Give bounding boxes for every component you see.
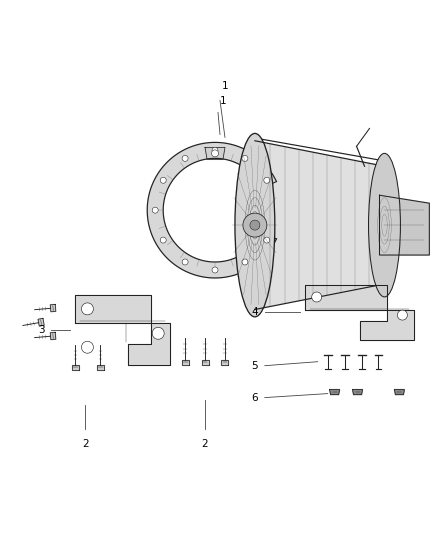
Polygon shape xyxy=(379,195,429,255)
Circle shape xyxy=(212,148,218,154)
Text: 5: 5 xyxy=(251,361,258,370)
Polygon shape xyxy=(97,365,104,370)
Circle shape xyxy=(160,237,166,243)
Circle shape xyxy=(212,150,219,157)
Polygon shape xyxy=(201,360,208,365)
Polygon shape xyxy=(222,360,229,365)
Polygon shape xyxy=(182,360,189,365)
Ellipse shape xyxy=(368,154,400,297)
Text: 1: 1 xyxy=(222,80,229,91)
Text: 2: 2 xyxy=(82,439,89,449)
Circle shape xyxy=(152,327,164,340)
Polygon shape xyxy=(395,390,404,394)
Polygon shape xyxy=(255,141,385,310)
Polygon shape xyxy=(147,142,276,278)
Text: 3: 3 xyxy=(38,325,45,335)
Polygon shape xyxy=(38,318,44,326)
Polygon shape xyxy=(305,285,414,340)
Circle shape xyxy=(264,177,270,183)
Circle shape xyxy=(312,292,321,302)
Text: 1: 1 xyxy=(220,95,226,106)
Circle shape xyxy=(152,207,158,213)
Polygon shape xyxy=(72,365,79,370)
Circle shape xyxy=(264,237,270,243)
Circle shape xyxy=(182,259,188,265)
Circle shape xyxy=(242,259,248,265)
Text: 2: 2 xyxy=(202,439,208,449)
Circle shape xyxy=(160,177,166,183)
Circle shape xyxy=(182,156,188,161)
Circle shape xyxy=(250,220,260,230)
Circle shape xyxy=(81,303,93,315)
Polygon shape xyxy=(205,148,225,159)
Circle shape xyxy=(243,213,267,237)
Polygon shape xyxy=(50,304,56,312)
Circle shape xyxy=(212,267,218,273)
Polygon shape xyxy=(50,332,56,340)
Polygon shape xyxy=(75,295,170,365)
Circle shape xyxy=(242,156,248,161)
Polygon shape xyxy=(330,390,339,394)
Circle shape xyxy=(81,341,93,353)
Ellipse shape xyxy=(235,133,275,317)
Text: 4: 4 xyxy=(251,308,258,317)
Circle shape xyxy=(397,310,407,320)
Text: 6: 6 xyxy=(251,393,258,402)
Polygon shape xyxy=(353,390,363,394)
